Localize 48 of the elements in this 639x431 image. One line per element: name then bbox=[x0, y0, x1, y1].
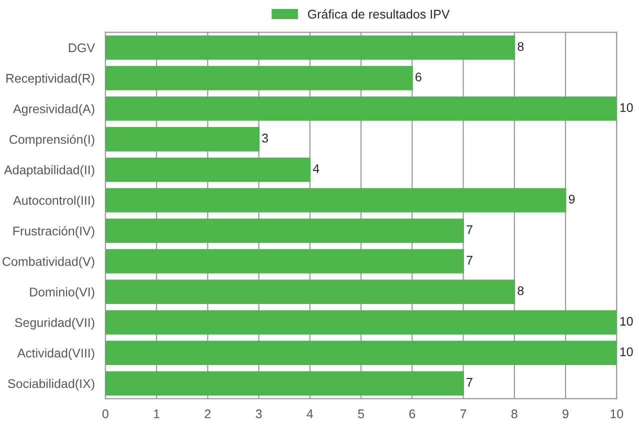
x-tick-label: 10 bbox=[610, 409, 624, 418]
bar bbox=[105, 66, 413, 90]
data-label: 4 bbox=[312, 164, 320, 173]
x-tick-label: 8 bbox=[511, 409, 518, 418]
data-label: 10 bbox=[620, 316, 633, 326]
y-tick-label: Seguridad(VII) bbox=[14, 318, 94, 330]
bar bbox=[105, 188, 566, 212]
y-tick-label: Adaptabilidad(II) bbox=[4, 165, 94, 177]
data-label: 8 bbox=[518, 42, 524, 51]
x-tick-label: 2 bbox=[204, 409, 211, 418]
bar bbox=[105, 310, 617, 334]
bar bbox=[105, 280, 516, 304]
bar bbox=[105, 371, 464, 396]
x-tick-label: 5 bbox=[358, 410, 364, 418]
bar bbox=[105, 249, 464, 274]
x-tick-label: 6 bbox=[409, 409, 416, 418]
y-tick-label: Frustración(IV) bbox=[13, 226, 94, 238]
data-label: 7 bbox=[466, 378, 472, 387]
bar bbox=[105, 218, 464, 243]
data-label: 10 bbox=[620, 347, 633, 356]
data-label: 7 bbox=[466, 225, 472, 234]
y-tick-label: Receptividad(R) bbox=[6, 74, 94, 86]
data-label: 10 bbox=[620, 103, 633, 112]
y-tick-label: Dominio(VI) bbox=[30, 287, 94, 299]
data-label: 8 bbox=[518, 286, 524, 296]
y-tick-label: Agresividad(A) bbox=[13, 104, 94, 116]
y-tick-label: DGV bbox=[68, 43, 95, 52]
data-label: 9 bbox=[568, 194, 575, 204]
bar bbox=[105, 158, 311, 182]
x-tick-label: 0 bbox=[102, 409, 108, 418]
y-tick-label: Sociabilidad(IX) bbox=[8, 378, 94, 391]
y-tick-label: Actividad(VIII) bbox=[17, 348, 94, 360]
x-tick-label: 7 bbox=[460, 410, 466, 418]
y-tick-label: Autocontrol(III) bbox=[13, 196, 94, 208]
bar bbox=[105, 340, 617, 366]
x-tick-label: 9 bbox=[562, 409, 568, 418]
y-tick-label: Comprensión(I) bbox=[10, 134, 94, 146]
bar bbox=[105, 127, 260, 152]
bar bbox=[105, 96, 617, 121]
data-label: 3 bbox=[262, 134, 268, 143]
x-tick-label: 4 bbox=[306, 410, 314, 418]
x-tick-label: 1 bbox=[154, 410, 160, 418]
y-tick-label: Combatividad(V) bbox=[2, 256, 94, 268]
legend-label: Gráfica de resultados IPV bbox=[308, 9, 450, 19]
data-label: 7 bbox=[466, 256, 472, 265]
bar bbox=[105, 35, 516, 60]
data-label: 6 bbox=[416, 72, 422, 82]
x-tick-label: 3 bbox=[256, 409, 262, 418]
